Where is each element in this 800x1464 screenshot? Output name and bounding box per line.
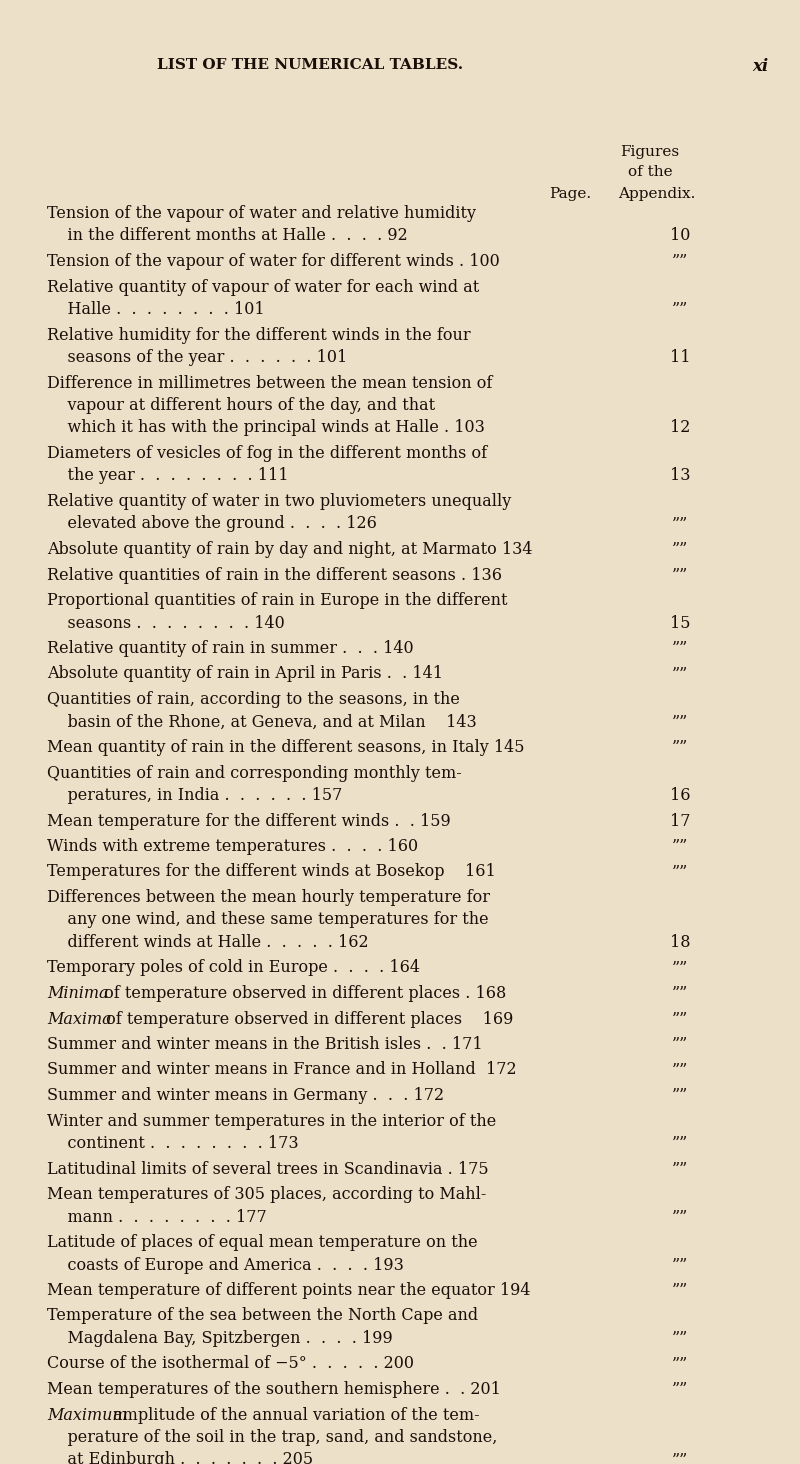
Text: Proportional quantities of rain in Europe in the different: Proportional quantities of rain in Europ… — [47, 591, 507, 609]
Text: mann .  .  .  .  .  .  .  . 177: mann . . . . . . . . 177 — [47, 1208, 266, 1225]
Text: ””: ”” — [672, 1208, 688, 1225]
Text: in the different months at Halle .  .  .  . 92: in the different months at Halle . . . .… — [47, 227, 408, 244]
Text: Quantities of rain and corresponding monthly tem-: Quantities of rain and corresponding mon… — [47, 764, 462, 782]
Text: any one wind, and these same temperatures for the: any one wind, and these same temperature… — [47, 912, 489, 928]
Text: Mean temperature for the different winds .  . 159: Mean temperature for the different winds… — [47, 813, 450, 830]
Text: ””: ”” — [672, 567, 688, 584]
Text: ””: ”” — [672, 1329, 688, 1347]
Text: Difference in millimetres between the mean tension of: Difference in millimetres between the me… — [47, 375, 492, 391]
Text: ””: ”” — [672, 1451, 688, 1464]
Text: Summer and winter means in Germany .  .  . 172: Summer and winter means in Germany . . .… — [47, 1086, 444, 1104]
Text: xi: xi — [752, 59, 768, 75]
Text: of temperature observed in different places . 168: of temperature observed in different pla… — [99, 985, 506, 1001]
Text: elevated above the ground .  .  .  . 126: elevated above the ground . . . . 126 — [47, 515, 377, 533]
Text: Mean temperature of different points near the equator 194: Mean temperature of different points nea… — [47, 1282, 530, 1299]
Text: Mean temperatures of 305 places, according to Mahl-: Mean temperatures of 305 places, accordi… — [47, 1186, 486, 1203]
Text: Diameters of vesicles of fog in the different months of: Diameters of vesicles of fog in the diff… — [47, 445, 487, 463]
Text: Maxima: Maxima — [47, 1010, 112, 1028]
Text: 17: 17 — [670, 813, 690, 830]
Text: of temperature observed in different places    169: of temperature observed in different pla… — [101, 1010, 514, 1028]
Text: Quantities of rain, according to the seasons, in the: Quantities of rain, according to the sea… — [47, 691, 460, 709]
Text: Winds with extreme temperatures .  .  .  . 160: Winds with extreme temperatures . . . . … — [47, 837, 418, 855]
Text: Absolute quantity of rain by day and night, at Marmato 134: Absolute quantity of rain by day and nig… — [47, 542, 533, 558]
Text: ””: ”” — [672, 253, 688, 269]
Text: ””: ”” — [672, 1282, 688, 1299]
Text: ””: ”” — [672, 542, 688, 558]
Text: coasts of Europe and America .  .  .  . 193: coasts of Europe and America . . . . 193 — [47, 1256, 404, 1274]
Text: Tension of the vapour of water and relative humidity: Tension of the vapour of water and relat… — [47, 205, 476, 223]
Text: Relative quantity of rain in summer .  .  . 140: Relative quantity of rain in summer . . … — [47, 640, 414, 657]
Text: ””: ”” — [672, 713, 688, 731]
Text: Temperatures for the different winds at Bosekop    161: Temperatures for the different winds at … — [47, 864, 496, 880]
Text: ””: ”” — [672, 1135, 688, 1152]
Text: ””: ”” — [672, 1086, 688, 1104]
Text: seasons of the year .  .  .  .  .  . 101: seasons of the year . . . . . . 101 — [47, 348, 347, 366]
Text: Page.: Page. — [549, 187, 591, 201]
Text: vapour at different hours of the day, and that: vapour at different hours of the day, an… — [47, 397, 435, 414]
Text: Temperature of the sea between the North Cape and: Temperature of the sea between the North… — [47, 1307, 478, 1325]
Text: Latitude of places of equal mean temperature on the: Latitude of places of equal mean tempera… — [47, 1234, 478, 1252]
Text: the year .  .  .  .  .  .  .  . 111: the year . . . . . . . . 111 — [47, 467, 289, 485]
Text: of the: of the — [628, 165, 672, 179]
Text: 13: 13 — [670, 467, 690, 485]
Text: 12: 12 — [670, 420, 690, 436]
Text: 18: 18 — [670, 934, 690, 952]
Text: Figures: Figures — [621, 145, 679, 160]
Text: ””: ”” — [672, 515, 688, 533]
Text: Mean quantity of rain in the different seasons, in Italy 145: Mean quantity of rain in the different s… — [47, 739, 525, 755]
Text: ””: ”” — [672, 739, 688, 755]
Text: Magdalena Bay, Spitzbergen .  .  .  . 199: Magdalena Bay, Spitzbergen . . . . 199 — [47, 1329, 393, 1347]
Text: peratures, in India .  .  .  .  .  . 157: peratures, in India . . . . . . 157 — [47, 788, 342, 804]
Text: perature of the soil in the trap, sand, and sandstone,: perature of the soil in the trap, sand, … — [47, 1429, 498, 1446]
Text: Summer and winter means in France and in Holland  172: Summer and winter means in France and in… — [47, 1061, 517, 1079]
Text: ””: ”” — [672, 1010, 688, 1028]
Text: amplitude of the annual variation of the tem-: amplitude of the annual variation of the… — [108, 1407, 480, 1423]
Text: ””: ”” — [672, 666, 688, 682]
Text: 15: 15 — [670, 615, 690, 631]
Text: ””: ”” — [672, 1356, 688, 1373]
Text: Latitudinal limits of several trees in Scandinavia . 175: Latitudinal limits of several trees in S… — [47, 1161, 489, 1177]
Text: continent .  .  .  .  .  .  .  . 173: continent . . . . . . . . 173 — [47, 1135, 298, 1152]
Text: Course of the isothermal of −5° .  .  .  .  . 200: Course of the isothermal of −5° . . . . … — [47, 1356, 414, 1373]
Text: ””: ”” — [672, 302, 688, 318]
Text: Maximum: Maximum — [47, 1407, 127, 1423]
Text: ””: ”” — [672, 864, 688, 880]
Text: Mean temperatures of the southern hemisphere .  . 201: Mean temperatures of the southern hemisp… — [47, 1381, 501, 1398]
Text: ””: ”” — [672, 985, 688, 1001]
Text: Differences between the mean hourly temperature for: Differences between the mean hourly temp… — [47, 889, 490, 906]
Text: Temporary poles of cold in Europe .  .  .  . 164: Temporary poles of cold in Europe . . . … — [47, 959, 420, 976]
Text: ””: ”” — [672, 640, 688, 657]
Text: which it has with the principal winds at Halle . 103: which it has with the principal winds at… — [47, 420, 485, 436]
Text: different winds at Halle .  .  .  .  . 162: different winds at Halle . . . . . 162 — [47, 934, 369, 952]
Text: Relative humidity for the different winds in the four: Relative humidity for the different wind… — [47, 326, 470, 344]
Text: ””: ”” — [672, 1256, 688, 1274]
Text: Halle .  .  .  .  .  .  .  . 101: Halle . . . . . . . . 101 — [47, 302, 265, 318]
Text: ””: ”” — [672, 1161, 688, 1177]
Text: Relative quantity of vapour of water for each wind at: Relative quantity of vapour of water for… — [47, 278, 479, 296]
Text: Appendix.: Appendix. — [618, 187, 695, 201]
Text: Relative quantities of rain in the different seasons . 136: Relative quantities of rain in the diffe… — [47, 567, 502, 584]
Text: at Edinburgh .  .  .  .  .  .  . 205: at Edinburgh . . . . . . . 205 — [47, 1451, 313, 1464]
Text: Winter and summer temperatures in the interior of the: Winter and summer temperatures in the in… — [47, 1113, 496, 1130]
Text: ””: ”” — [672, 1037, 688, 1053]
Text: Summer and winter means in the British isles .  . 171: Summer and winter means in the British i… — [47, 1037, 482, 1053]
Text: 11: 11 — [670, 348, 690, 366]
Text: Minima: Minima — [47, 985, 109, 1001]
Text: Relative quantity of water in two pluviometers unequally: Relative quantity of water in two pluvio… — [47, 493, 511, 509]
Text: basin of the Rhone, at Geneva, and at Milan    143: basin of the Rhone, at Geneva, and at Mi… — [47, 713, 477, 731]
Text: ””: ”” — [672, 959, 688, 976]
Text: ””: ”” — [672, 1061, 688, 1079]
Text: seasons .  .  .  .  .  .  .  . 140: seasons . . . . . . . . 140 — [47, 615, 285, 631]
Text: 16: 16 — [670, 788, 690, 804]
Text: Absolute quantity of rain in April in Paris .  . 141: Absolute quantity of rain in April in Pa… — [47, 666, 443, 682]
Text: ””: ”” — [672, 837, 688, 855]
Text: 10: 10 — [670, 227, 690, 244]
Text: ””: ”” — [672, 1381, 688, 1398]
Text: Tension of the vapour of water for different winds . 100: Tension of the vapour of water for diffe… — [47, 253, 500, 269]
Text: LIST OF THE NUMERICAL TABLES.: LIST OF THE NUMERICAL TABLES. — [157, 59, 463, 72]
